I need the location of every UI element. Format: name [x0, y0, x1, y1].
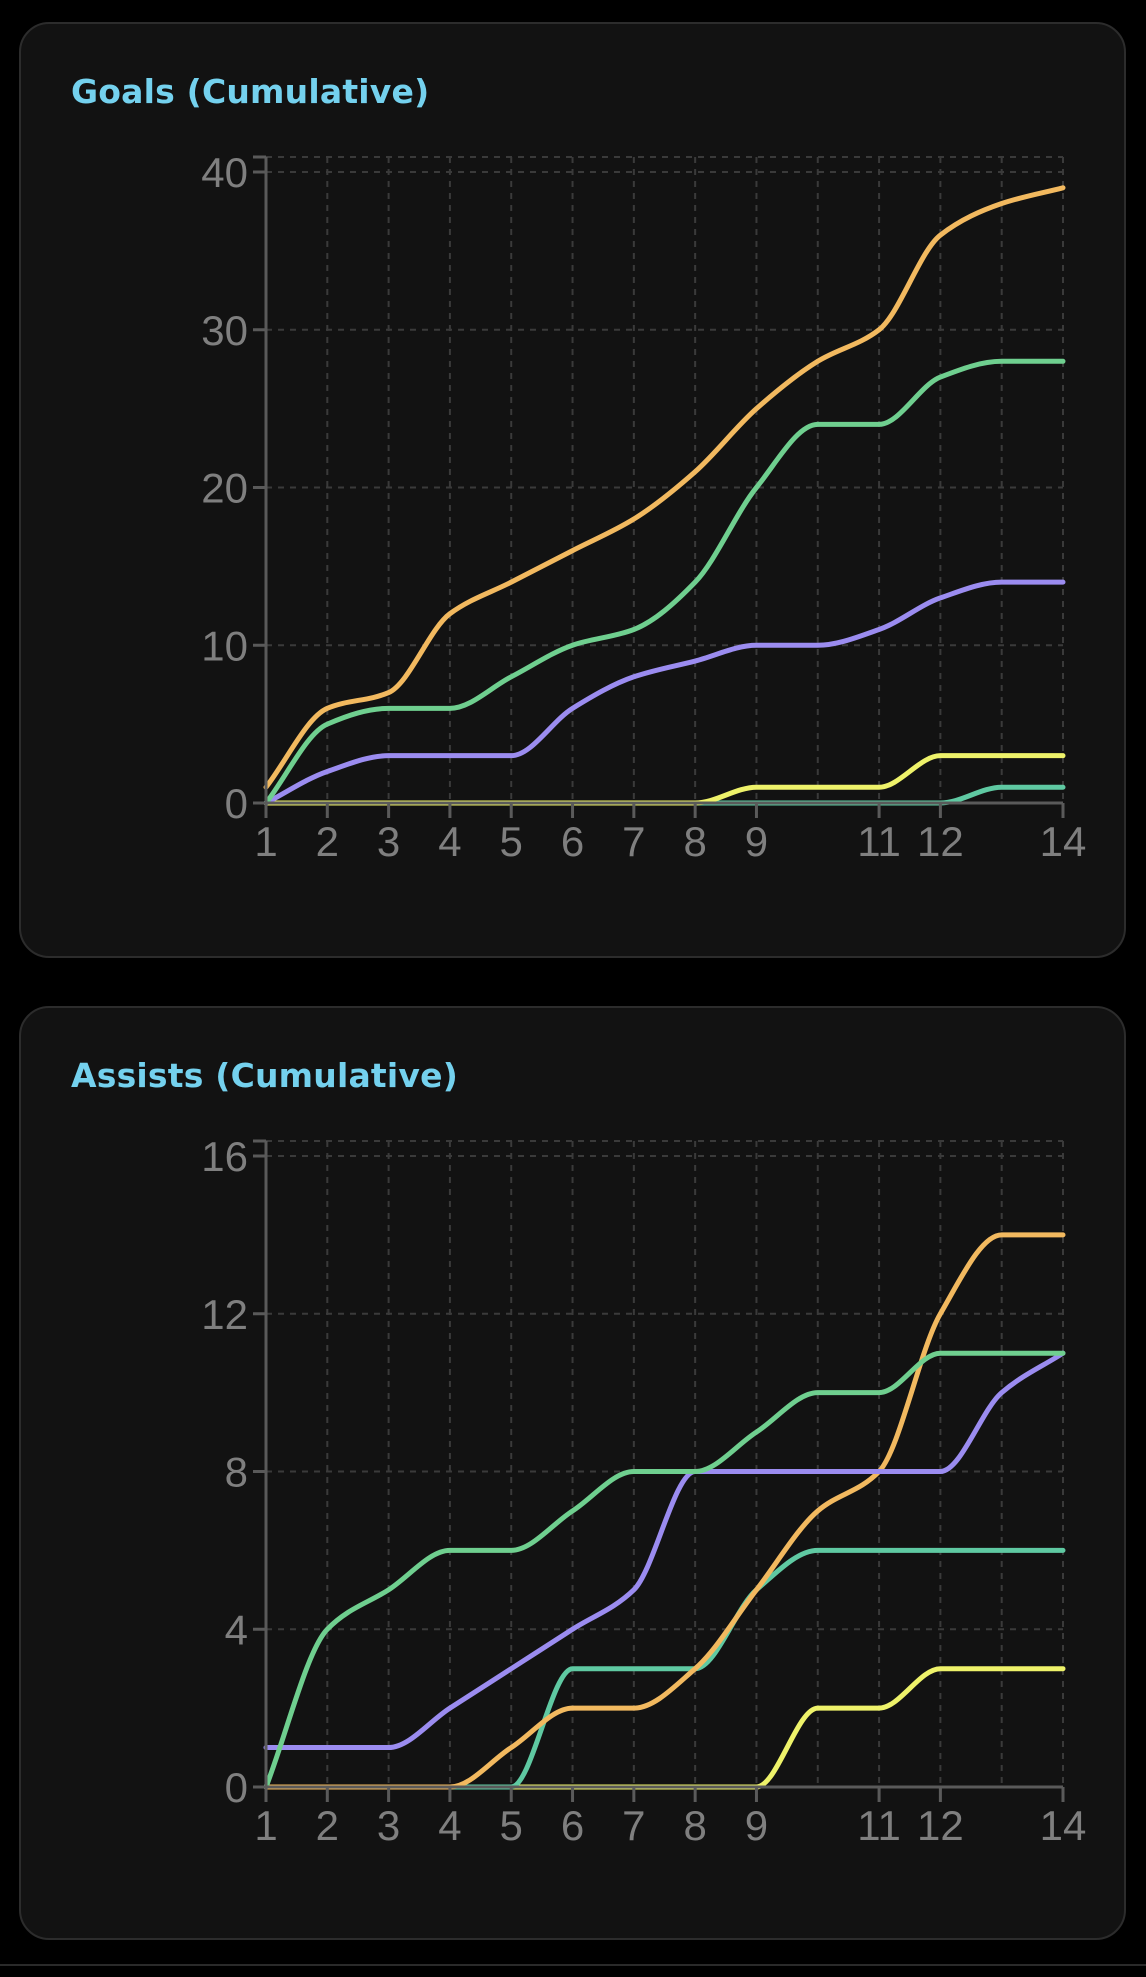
goals-x-tick-label: 2 [316, 818, 339, 865]
goals-x-tick-label: 6 [561, 818, 584, 865]
assists-x-tick-label: 4 [438, 1802, 461, 1849]
assists-series-line-3 [263, 1232, 1066, 1790]
assists-y-tick-label: 8 [225, 1449, 248, 1496]
goals-x-tick-label: 8 [683, 818, 706, 865]
goals-x-tick-label: 9 [745, 818, 768, 865]
goals-y-tick-label: 40 [201, 149, 248, 196]
goals-x-tick-label: 4 [438, 818, 461, 865]
assists-y-tick-label: 16 [201, 1133, 248, 1180]
goals-y-tick-label: 10 [201, 622, 248, 669]
assists-x-tick-label: 12 [917, 1802, 964, 1849]
assists-y-tick-label: 0 [225, 1764, 248, 1811]
assists-x-tick-label: 11 [857, 1802, 901, 1849]
goals-x-tick-label: 12 [917, 818, 964, 865]
assists-x-tick-label: 7 [622, 1802, 645, 1849]
goals-x-tick-label: 11 [857, 818, 901, 865]
assists-x-tick-label: 2 [316, 1802, 339, 1849]
goals-chart-card: Goals (Cumulative) 0 10 20 30 40 1 2 3 4 5 6 7 8 9 11 1… [19, 22, 1126, 958]
assists-x-tick-label: 9 [745, 1802, 768, 1849]
goals-x-tick-label: 3 [377, 818, 400, 865]
assists-series-group [263, 1232, 1066, 1790]
goals-series-line-3 [263, 579, 1066, 806]
goals-chart-title: Goals (Cumulative) [71, 72, 430, 111]
goals-series-line-4 [263, 753, 1066, 806]
assists-x-tick-label: 8 [683, 1802, 706, 1849]
assists-x-tick-label: 14 [1040, 1802, 1087, 1849]
goals-grid [266, 156, 1064, 803]
goals-x-tick-label: 5 [500, 818, 523, 865]
assists-chart-card: Assists (Cumulative) 0 4 8 12 16 1 2 3 4 5 6 7 8 9 11 1… [19, 1006, 1126, 1940]
goals-y-tick-label: 0 [225, 780, 248, 827]
assists-x-tick-label: 1 [254, 1802, 277, 1849]
goals-x-tick-label: 7 [622, 818, 645, 865]
assists-y-tick-label: 12 [201, 1291, 248, 1338]
assists-series-line-5 [263, 1666, 1066, 1790]
goals-x-tick-label: 1 [254, 818, 277, 865]
goals-y-tick-label: 30 [201, 307, 248, 354]
goals-x-tick-label: 14 [1040, 818, 1087, 865]
goals-series-group [263, 185, 1066, 806]
assists-y-tick-label: 4 [225, 1606, 248, 1653]
assists-x-tick-label: 3 [377, 1802, 400, 1849]
goals-series-line-2 [263, 358, 1066, 806]
assists-series-line-1 [263, 1350, 1066, 1790]
bottom-divider [0, 1964, 1146, 1966]
assists-grid [266, 1140, 1064, 1787]
goals-series-line-1 [263, 185, 1066, 790]
assists-series-line-2 [263, 1350, 1066, 1751]
assists-x-tick-label: 6 [561, 1802, 584, 1849]
assists-chart-title: Assists (Cumulative) [71, 1056, 458, 1095]
goals-y-tick-label: 20 [201, 465, 248, 512]
assists-x-tick-label: 5 [500, 1802, 523, 1849]
